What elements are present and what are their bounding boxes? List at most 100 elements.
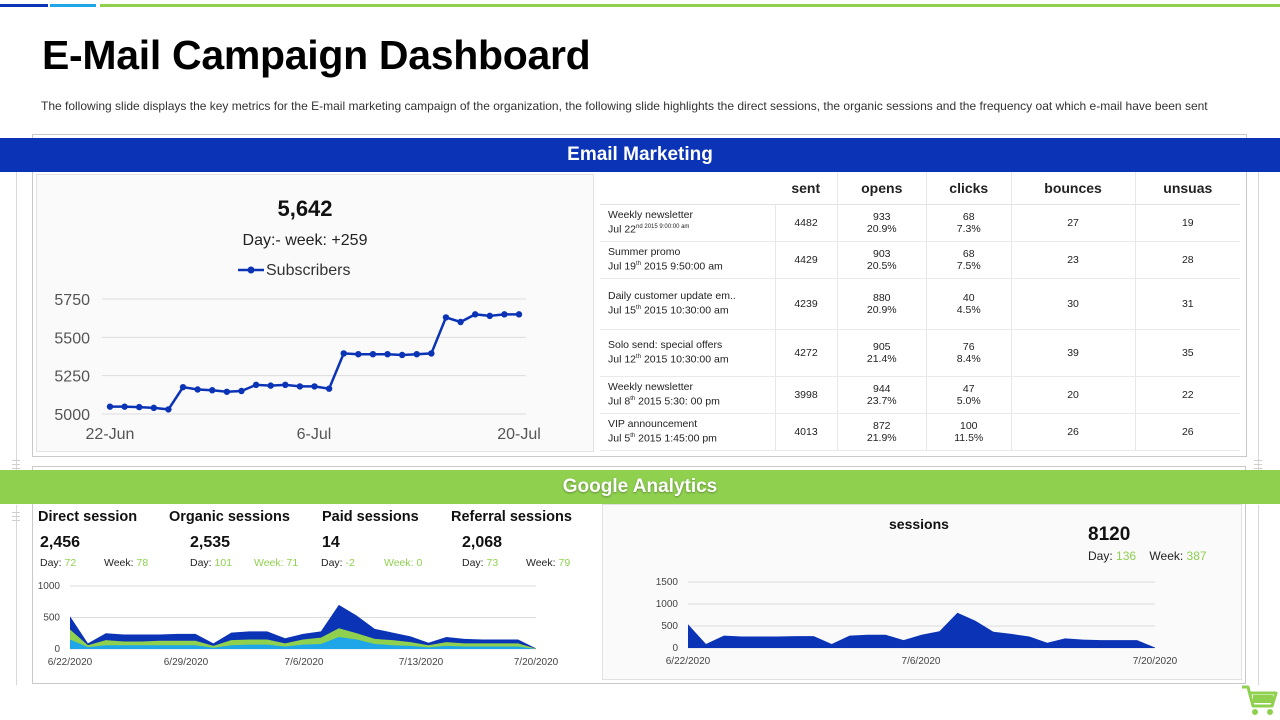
sent-cell: 4013: [775, 413, 838, 451]
table-header-row: sent opens clicks bounces unsuas: [600, 172, 1240, 205]
sessions-total-change: Day: 136 Week: 387: [1088, 549, 1207, 563]
day-label: Day:: [321, 557, 343, 569]
table-row: Daily customer update em.. Jul 15th 2015 …: [600, 278, 1240, 330]
date-suffix: th: [636, 354, 642, 361]
top-accent-dark: [0, 4, 48, 7]
right-deco-line-lower: [1258, 505, 1259, 685]
bounces-cell: 27: [1011, 204, 1136, 242]
date-main: Jul 8: [608, 395, 631, 408]
sessions-chart: 0 500 1000 1500 6/22/2020 7/6/2020 7/20/2020: [656, 577, 1178, 667]
clicks-cell: 100 11.5%: [926, 413, 1012, 451]
day-value: 73: [486, 557, 499, 569]
bounces-cell: 23: [1011, 241, 1136, 279]
deco-tick: [12, 468, 20, 469]
table-row: Weekly newsletter Jul 22nd 2015 9:00:00 a…: [600, 204, 1240, 242]
opens-rate: 23.7%: [866, 394, 897, 407]
clicks-cell: 47 5.0%: [926, 376, 1012, 414]
opens-cell: 905 21.4%: [837, 329, 927, 377]
clicks-count: 100: [959, 419, 978, 432]
metric-week: Week: 0: [384, 557, 422, 569]
data-point: [165, 406, 172, 413]
left-deco-line-lower: [16, 505, 17, 685]
day-label: Day:: [190, 557, 212, 569]
date-time: 2015 10:30:00 am: [641, 353, 729, 366]
date-suffix: th: [630, 433, 636, 440]
clicks-cell: 68 7.3%: [926, 204, 1012, 242]
metric-value: 2,535: [190, 534, 231, 551]
data-point: [150, 404, 158, 412]
y-tick-label: 500: [661, 621, 678, 632]
sent-cell: 4482: [775, 204, 838, 242]
campaign-table: sent opens clicks bounces unsuas Weekly …: [600, 172, 1240, 451]
campaign-date: Jul 22nd 2015 9:00:00 am: [608, 221, 775, 236]
sessions-card: [602, 504, 1242, 680]
area-series: [70, 628, 536, 649]
metric-label: Referral sessions: [451, 509, 572, 525]
data-point: [179, 383, 187, 391]
x-tick-label: 6-Jul: [297, 426, 332, 443]
sessions-total-value: 8120: [1088, 524, 1131, 545]
campaign-name: Weekly newsletter: [608, 209, 694, 222]
deco-tick: [12, 512, 20, 513]
clicks-count: 76: [962, 340, 975, 353]
metric-day: Day: 72: [40, 557, 76, 569]
opens-count: 880: [872, 291, 891, 304]
date-suffix: th: [636, 261, 642, 268]
data-point: [515, 311, 523, 318]
opens-count: 933: [872, 210, 891, 223]
clicks-count: 68: [962, 210, 975, 223]
data-point: [296, 383, 304, 390]
data-point: [252, 381, 260, 389]
deco-tick: [1254, 464, 1262, 465]
header-clicks: clicks: [926, 172, 1012, 205]
data-point: [457, 318, 464, 326]
campaign-name-cell: Solo send: special offers Jul 12th 2015 1…: [600, 329, 776, 377]
campaign-name-cell: Daily customer update em.. Jul 15th 2015 …: [600, 278, 776, 330]
metric-day: Day: 73: [462, 557, 498, 569]
opens-rate: 21.9%: [866, 431, 897, 444]
opens-count: 903: [872, 247, 891, 260]
y-tick-label: 5750: [54, 292, 90, 309]
data-point: [267, 382, 274, 389]
top-accent-green: [100, 4, 1280, 7]
x-tick-label: 6/22/2020: [48, 657, 93, 668]
left-deco-line: [16, 172, 17, 472]
x-tick-label: 7/6/2020: [285, 657, 324, 668]
table-row: Summer promo Jul 19th 2015 9:50:00 am 4429…: [600, 241, 1240, 279]
unsubs-cell: 22: [1135, 376, 1240, 414]
opens-cell: 880 20.9%: [837, 278, 927, 330]
opens-count: 872: [872, 419, 891, 432]
header-bounces: bounces: [1011, 172, 1136, 205]
deco-tick: [12, 520, 20, 521]
clicks-rate: 7.3%: [956, 222, 981, 235]
week-label: Week:: [254, 557, 284, 569]
subscribers-chart: Subscribers 5000 5250 5500 5750 22-Jun 6-Jul…: [54, 262, 540, 443]
campaign-date: Jul 12th 2015 10:30:00 am: [608, 351, 775, 366]
opens-count: 944: [872, 382, 891, 395]
unsubs-cell: 35: [1135, 329, 1240, 377]
table-row: VIP announcement Jul 5th 2015 1:45:00 pm 4…: [600, 413, 1240, 451]
deco-tick: [12, 516, 20, 517]
week-label: Week:: [104, 557, 134, 569]
x-tick-label: 7/20/2020: [1133, 656, 1178, 667]
campaign-name-cell: Weekly newsletter Jul 22nd 2015 9:00:00 a…: [600, 204, 776, 242]
y-tick-label: 500: [43, 613, 60, 624]
data-point: [194, 386, 201, 393]
legend-label: Subscribers: [266, 262, 350, 279]
y-tick-label: 1000: [38, 581, 61, 592]
date-suffix: nd 2015 9:00:00 am: [636, 224, 690, 231]
header-name: [600, 172, 775, 205]
metric-value: 14: [322, 534, 340, 551]
data-point: [501, 311, 508, 318]
week-label: Week:: [1149, 549, 1184, 563]
data-point: [340, 350, 347, 357]
clicks-rate: 5.0%: [956, 394, 981, 407]
day-label: Day:: [40, 557, 62, 569]
campaign-name: Solo send: special offers: [608, 339, 723, 352]
data-point: [311, 383, 318, 390]
table-row: Solo send: special offers Jul 12th 2015 1…: [600, 329, 1240, 377]
chart-legend: Subscribers: [238, 262, 350, 279]
opens-cell: 944 23.7%: [837, 376, 927, 414]
data-point: [413, 351, 420, 358]
session-types-chart: 0 500 1000 6/22/2020 6/29/2020 7/6/2020 7/13/…: [38, 581, 559, 668]
